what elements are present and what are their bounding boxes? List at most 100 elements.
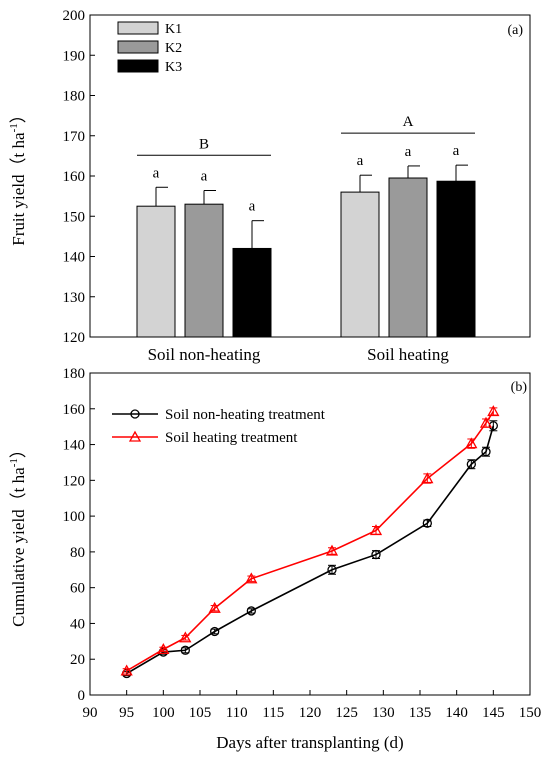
y-axis-title-open: （ <box>9 492 28 509</box>
y-ticks: 120 130 140 150 160 170 180 190 200 <box>63 8 95 346</box>
x-axis-title: Days after transplanting (d) <box>216 733 403 752</box>
data-point <box>465 437 478 449</box>
x-tick-label: 145 <box>482 705 505 721</box>
legend-label: K3 <box>165 60 182 75</box>
category-label-non-heating: Soil non-heating <box>148 345 261 364</box>
x-tick-label: 90 <box>83 705 98 721</box>
y-axis-title-close: ） <box>9 441 28 458</box>
y-tick-label: 160 <box>63 402 86 418</box>
legend: K1 K2 K3 <box>117 21 182 75</box>
axes-ticks: 0 20 40 60 80 100 120 140 160 180 90 95 100 105 110 115… <box>63 366 542 721</box>
significance-letter: a <box>201 168 208 184</box>
legend-label: K2 <box>165 41 182 56</box>
y-axis-title-close: ） <box>9 106 28 123</box>
bar <box>136 205 176 338</box>
legend: Soil non-heating treatment Soil heating t… <box>112 407 326 446</box>
x-tick-label: 125 <box>335 705 358 721</box>
y-tick-label: 100 <box>63 509 86 525</box>
x-tick-label: 130 <box>372 705 395 721</box>
y-tick-label: 200 <box>63 8 86 24</box>
group-significance-letter: A <box>403 114 414 130</box>
x-tick-label: 150 <box>519 705 542 721</box>
legend-label: K1 <box>165 22 182 37</box>
y-tick-label: 190 <box>63 48 86 64</box>
y-tick-label: 40 <box>70 616 85 632</box>
significance-letter: a <box>249 199 256 215</box>
bar <box>388 177 428 338</box>
panel-label: (b) <box>511 380 528 395</box>
series-line <box>126 411 495 672</box>
legend-marker <box>128 430 142 442</box>
significance-letter: a <box>153 165 160 181</box>
data-point <box>157 643 170 655</box>
bar <box>436 180 476 338</box>
legend-swatch <box>117 21 159 35</box>
y-tick-label: 120 <box>63 330 86 346</box>
data-point <box>422 518 432 528</box>
y-tick-label: 0 <box>78 688 86 704</box>
group-significance-letter: B <box>199 136 209 152</box>
y-tick-label: 170 <box>63 129 86 145</box>
bar <box>184 203 224 338</box>
significance-letter: a <box>357 153 364 169</box>
y-axis-title: Cumulative yield（t ha-1） <box>8 441 28 627</box>
y-tick-label: 140 <box>63 438 86 454</box>
y-axis-title-exp: -1 <box>8 123 20 132</box>
y-tick-label: 180 <box>63 366 86 382</box>
panel-label: (a) <box>507 23 523 38</box>
significance-letter: a <box>453 143 460 159</box>
y-axis-title-unit: t ha <box>9 132 28 157</box>
y-tick-label: 140 <box>63 250 86 266</box>
y-tick-label: 120 <box>63 473 86 489</box>
x-tick-label: 115 <box>262 705 284 721</box>
plot-frame <box>89 372 531 696</box>
y-axis-title-open: （ <box>9 157 28 174</box>
series-line <box>126 425 495 675</box>
data-point <box>371 549 381 560</box>
y-tick-label: 160 <box>63 169 86 185</box>
series-non-heating <box>122 420 498 679</box>
data-point <box>481 447 491 457</box>
x-tick-label: 135 <box>409 705 432 721</box>
data-point <box>210 626 220 637</box>
legend-swatch <box>117 59 159 73</box>
legend-marker <box>130 409 140 419</box>
y-axis-title-main: Fruit yield <box>9 174 28 246</box>
data-point <box>246 606 256 616</box>
x-tick-label: 105 <box>189 705 212 721</box>
x-tick-label: 110 <box>226 705 248 721</box>
x-tick-label: 140 <box>445 705 468 721</box>
plot-frame <box>89 14 531 338</box>
data-point <box>421 472 434 484</box>
x-tick-label: 95 <box>119 705 134 721</box>
category-label-heating: Soil heating <box>367 345 449 364</box>
bar <box>232 247 272 338</box>
data-point <box>479 416 493 428</box>
data-point <box>208 601 221 613</box>
data-point <box>180 645 190 655</box>
series-group <box>120 405 500 679</box>
legend-swatch <box>117 40 159 54</box>
data-point <box>325 544 339 556</box>
y-tick-label: 20 <box>70 652 85 668</box>
data-point <box>488 421 498 431</box>
x-tick-label: 120 <box>299 705 322 721</box>
data-point <box>245 572 258 584</box>
y-tick-label: 80 <box>70 545 85 561</box>
y-axis-title-unit: t ha <box>9 467 28 492</box>
y-tick-label: 180 <box>63 89 86 105</box>
bar <box>340 191 380 338</box>
legend-label: Soil heating treatment <box>165 430 298 446</box>
y-axis-title: Fruit yield（t ha-1） <box>8 106 28 246</box>
y-axis-title-main: Cumulative yield <box>9 509 28 627</box>
series-heating <box>120 405 500 676</box>
significance-letter: a <box>405 144 412 160</box>
legend-label: Soil non-heating treatment <box>165 407 326 423</box>
y-tick-label: 60 <box>70 581 85 597</box>
data-point <box>179 631 192 643</box>
y-axis-title-exp: -1 <box>8 458 20 467</box>
x-tick-label: 100 <box>152 705 175 721</box>
data-point <box>327 565 337 575</box>
